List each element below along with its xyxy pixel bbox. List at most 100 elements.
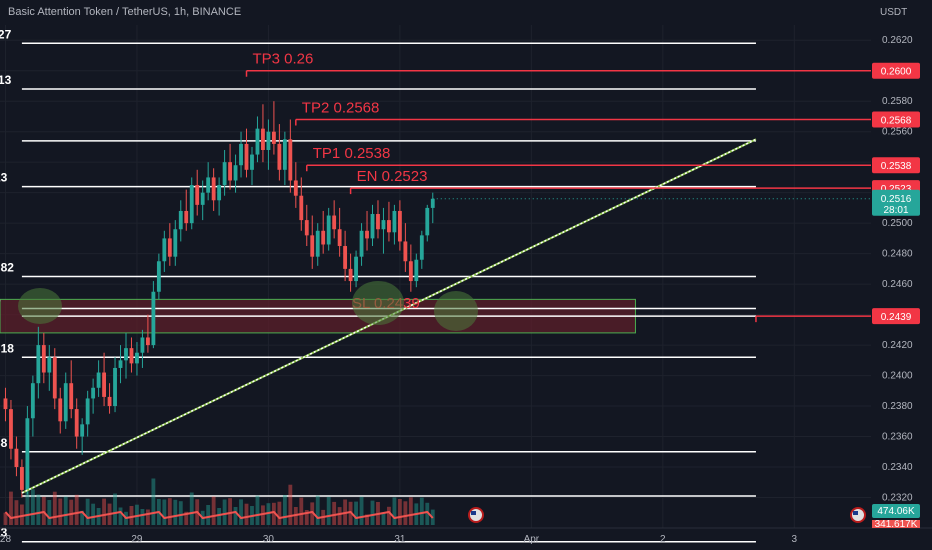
candle-body[interactable]	[129, 348, 134, 364]
candle-body[interactable]	[365, 230, 369, 239]
candle-body[interactable]	[184, 210, 189, 224]
candle-body[interactable]	[430, 198, 435, 208]
candle-body[interactable]	[19, 467, 24, 490]
volume-bar	[3, 512, 8, 525]
candle-body[interactable]	[47, 357, 52, 373]
candle-body[interactable]	[337, 229, 342, 247]
volume-bar	[419, 497, 424, 525]
chart-title: Basic Attention Token / TetherUS, 1h, BI…	[8, 6, 241, 18]
candle-body[interactable]	[271, 131, 276, 144]
candle-body[interactable]	[14, 448, 19, 468]
candle-body[interactable]	[239, 143, 243, 166]
us-flag-icon-canton	[471, 511, 476, 515]
volume-bar	[288, 484, 293, 525]
candle-body[interactable]	[397, 210, 402, 242]
candle-body[interactable]	[25, 418, 30, 490]
candle-body[interactable]	[304, 220, 309, 236]
candle-body[interactable]	[354, 256, 358, 282]
candle-body[interactable]	[63, 383, 68, 422]
price-tick-label: 0.2360	[882, 432, 913, 443]
candle-body[interactable]	[343, 246, 348, 269]
time-axis[interactable]: 28 29 30 31 Apr 2 3	[0, 527, 932, 545]
candle-body[interactable]	[376, 214, 380, 230]
candle-body[interactable]	[107, 396, 112, 407]
candle-body[interactable]	[189, 185, 194, 224]
candle-body[interactable]	[41, 345, 46, 373]
candle-body[interactable]	[113, 367, 117, 407]
candle-body[interactable]	[124, 348, 128, 361]
candle-body[interactable]	[250, 154, 254, 170]
candle-body[interactable]	[211, 177, 216, 201]
candle-body[interactable]	[414, 259, 419, 282]
candle-body[interactable]	[370, 214, 375, 239]
candle-body[interactable]	[173, 229, 178, 257]
candle-body[interactable]	[96, 372, 101, 388]
volume-bar	[310, 502, 315, 525]
candle-body[interactable]	[118, 360, 123, 368]
candle-body[interactable]	[277, 143, 282, 170]
highlight-circle	[18, 288, 62, 324]
candle-body[interactable]	[425, 207, 430, 236]
candle-body[interactable]	[3, 398, 8, 410]
volume-bar	[167, 498, 172, 525]
candle-body[interactable]	[178, 210, 183, 230]
candle-body[interactable]	[74, 409, 79, 437]
candle-body[interactable]	[80, 424, 85, 437]
candle-body[interactable]	[85, 398, 90, 425]
volume-bar	[80, 510, 85, 525]
candle-body[interactable]	[255, 128, 260, 155]
candle-body[interactable]	[30, 383, 35, 419]
fib-level-label: 0.382	[0, 261, 14, 275]
candle-body[interactable]	[140, 337, 145, 353]
candlesticks[interactable]	[3, 101, 435, 498]
candle-body[interactable]	[135, 352, 139, 364]
candle-body[interactable]	[102, 372, 106, 397]
candle-body[interactable]	[151, 291, 156, 346]
price-axis-panel[interactable]	[871, 0, 932, 528]
candle-body[interactable]	[419, 235, 424, 260]
candle-body[interactable]	[321, 230, 326, 245]
candle-body[interactable]	[403, 241, 408, 262]
candle-body[interactable]	[69, 383, 74, 410]
candle-body[interactable]	[315, 230, 320, 257]
candle-body[interactable]	[228, 162, 232, 181]
candle-body[interactable]	[381, 220, 386, 230]
candle-body[interactable]	[326, 215, 331, 245]
candle-body[interactable]	[195, 185, 200, 205]
price-tag	[872, 308, 920, 325]
candle-body[interactable]	[348, 268, 353, 282]
candle-body[interactable]	[392, 210, 397, 233]
candle-body[interactable]	[162, 238, 167, 262]
candle-body[interactable]	[200, 192, 205, 205]
candle-body[interactable]	[9, 409, 13, 449]
candle-body[interactable]	[299, 195, 304, 221]
candle-body[interactable]	[288, 139, 293, 181]
candle-body[interactable]	[266, 131, 271, 150]
candle-body[interactable]	[222, 162, 227, 186]
candle-body[interactable]	[332, 215, 337, 230]
candle-body[interactable]	[233, 165, 238, 181]
candle-body[interactable]	[145, 337, 150, 346]
candle-body[interactable]	[310, 235, 315, 257]
candle-body[interactable]	[293, 180, 298, 196]
candle-body[interactable]	[58, 398, 63, 422]
candle-body[interactable]	[91, 387, 96, 399]
volume-bar	[9, 491, 13, 525]
candle-body[interactable]	[359, 230, 364, 257]
volume-bar	[47, 500, 52, 525]
volume-bar	[36, 494, 41, 525]
candle-body[interactable]	[167, 238, 172, 257]
candle-body[interactable]	[387, 220, 391, 233]
candle-body[interactable]	[408, 261, 413, 282]
candle-body[interactable]	[282, 139, 287, 170]
candle-body[interactable]	[261, 128, 265, 150]
candle-body[interactable]	[156, 261, 161, 292]
candle-body[interactable]	[52, 357, 57, 399]
candle-body[interactable]	[244, 143, 249, 170]
volume-bar	[403, 501, 408, 525]
candle-body[interactable]	[206, 177, 211, 193]
candle-body[interactable]	[36, 345, 41, 384]
price-tag-label: 0.2600	[881, 67, 912, 78]
candle-body[interactable]	[217, 185, 222, 201]
